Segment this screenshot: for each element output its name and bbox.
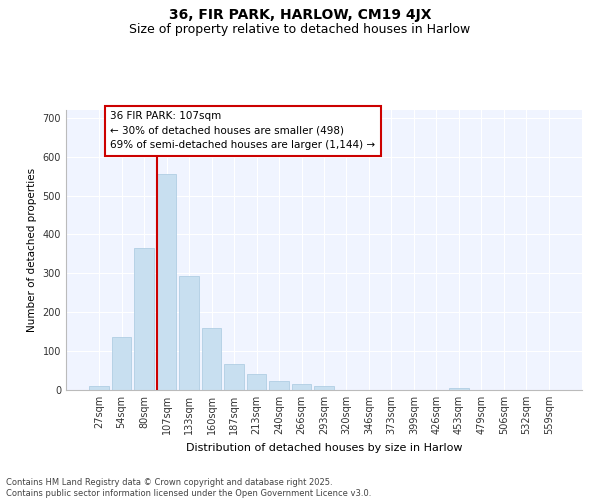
- Bar: [224, 364, 244, 390]
- Bar: [157, 174, 176, 390]
- Bar: [112, 336, 131, 390]
- Text: Contains HM Land Registry data © Crown copyright and database right 2025.
Contai: Contains HM Land Registry data © Crown c…: [6, 478, 371, 498]
- Bar: [269, 382, 289, 390]
- Bar: [449, 388, 469, 390]
- Bar: [89, 386, 109, 390]
- Bar: [202, 328, 221, 390]
- Bar: [247, 374, 266, 390]
- Bar: [292, 384, 311, 390]
- Text: 36 FIR PARK: 107sqm
← 30% of detached houses are smaller (498)
69% of semi-detac: 36 FIR PARK: 107sqm ← 30% of detached ho…: [110, 111, 376, 150]
- Bar: [179, 276, 199, 390]
- Text: 36, FIR PARK, HARLOW, CM19 4JX: 36, FIR PARK, HARLOW, CM19 4JX: [169, 8, 431, 22]
- Bar: [134, 248, 154, 390]
- Text: Size of property relative to detached houses in Harlow: Size of property relative to detached ho…: [130, 22, 470, 36]
- Y-axis label: Number of detached properties: Number of detached properties: [27, 168, 37, 332]
- Bar: [314, 386, 334, 390]
- X-axis label: Distribution of detached houses by size in Harlow: Distribution of detached houses by size …: [186, 442, 462, 452]
